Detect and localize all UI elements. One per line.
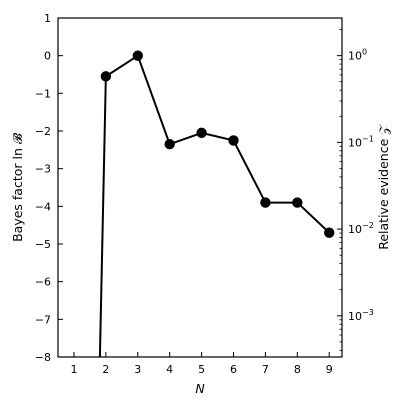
y-axis-label-right: Relative evidence 𝒵 — [376, 124, 391, 250]
y-tick-label-left: −7 — [35, 313, 51, 326]
x-tick-label: 4 — [166, 363, 173, 376]
y-tick-label-left: −2 — [35, 125, 51, 138]
x-tick-label: 5 — [198, 363, 205, 376]
data-point — [292, 197, 303, 208]
x-tick-label: 1 — [70, 363, 77, 376]
x-axis-label: N — [195, 381, 205, 396]
y-tick-label-left: 1 — [44, 12, 51, 25]
y-axis-label-left: Bayes factor ln 𝓑 — [10, 132, 25, 242]
x-tick-label: 9 — [326, 363, 333, 376]
series-line — [98, 54, 330, 357]
x-tick-label: 8 — [294, 363, 301, 376]
x-tick-label: 2 — [102, 363, 109, 376]
y-tick-label-left: −4 — [35, 200, 51, 213]
plot-area — [98, 50, 335, 357]
x-tick-label: 3 — [134, 363, 141, 376]
data-point — [164, 138, 175, 150]
y-tick-label-left: −6 — [35, 276, 51, 289]
data-point — [228, 135, 239, 146]
x-tick-label: 6 — [230, 363, 237, 376]
data-point — [100, 71, 112, 82]
x-tick-label: 7 — [262, 363, 269, 376]
y-tick-label-right: 100 — [348, 48, 367, 63]
y-tick-label-right: 10−3 — [348, 308, 374, 323]
axes: 1 2 3 4 5 6 7 8 910−1−2−3−4−5−6−7−810010−110−210… — [35, 12, 374, 376]
data-point — [324, 227, 335, 238]
y-tick-label-left: 0 — [44, 50, 51, 63]
data-point — [260, 197, 271, 208]
y-tick-label-left: −5 — [35, 238, 51, 251]
y-tick-label-left: −8 — [35, 351, 51, 364]
y-tick-label-right: 10−2 — [348, 221, 374, 236]
y-tick-label-left: −1 — [35, 87, 51, 100]
data-point — [132, 50, 143, 61]
y-tick-label-right: 10−1 — [348, 134, 374, 149]
y-tick-label-left: −3 — [35, 163, 51, 176]
data-point — [196, 127, 207, 139]
